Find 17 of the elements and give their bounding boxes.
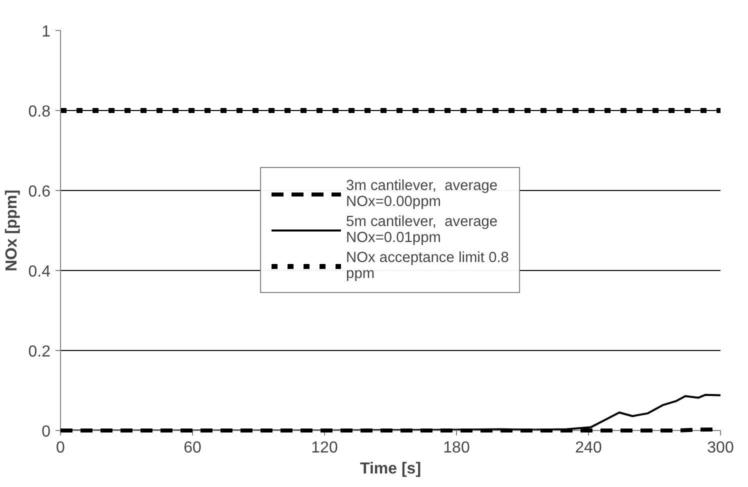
x-axis-title: Time [s] <box>360 460 422 478</box>
x-tick-label: 240 <box>575 440 602 456</box>
x-tick-label: 60 <box>184 440 202 456</box>
legend-label: 3m cantilever, average NOx=0.00ppm <box>346 178 498 210</box>
y-tick-label: 0.2 <box>28 344 51 360</box>
y-tick-label: 0.6 <box>28 184 51 200</box>
x-tick-label: 180 <box>443 440 470 456</box>
y-tick-label: 1 <box>42 24 51 40</box>
y-axis-title: NOx [ppm] <box>3 190 20 272</box>
x-tick-label: 300 <box>707 440 734 456</box>
y-tick-label: 0.8 <box>28 104 51 120</box>
x-tick-label: 120 <box>311 440 338 456</box>
y-tick-label: 0.4 <box>28 264 51 280</box>
legend-label: NOx acceptance limit 0.8 ppm <box>346 250 509 282</box>
x-tick-label: 0 <box>56 440 66 456</box>
y-tick-label: 0 <box>42 424 51 440</box>
legend-label: 5m cantilever, average NOx=0.01ppm <box>346 214 498 246</box>
